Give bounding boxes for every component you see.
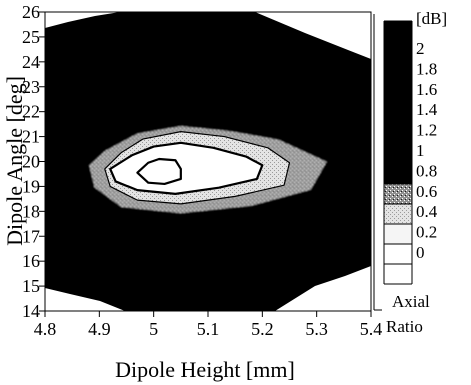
colorbar-title-axial: Axial — [392, 292, 430, 311]
y-tick-label: 25 — [22, 27, 40, 47]
bottom-right-white-corner — [275, 266, 371, 311]
y-tick-label: 18 — [22, 201, 40, 221]
contour-layer — [87, 124, 329, 215]
colorbar-label: 0.8 — [416, 161, 437, 180]
y-tick-label: 22 — [22, 102, 40, 122]
y-tick-label: 23 — [22, 77, 40, 97]
colorbar-swatch-0 — [384, 264, 412, 284]
y-tick-label: 24 — [22, 52, 40, 72]
y-tick-label: 14 — [22, 301, 40, 321]
colorbar-label: 0 — [416, 243, 425, 262]
y-tick-label: 26 — [22, 2, 40, 22]
plot-area — [45, 12, 371, 311]
x-tick-labels: 4.8 4.9 5 5.1 5.2 5.3 5.4 — [34, 319, 383, 339]
y-tick-marks — [39, 11, 45, 312]
x-tick-label: 5.2 — [251, 319, 274, 339]
x-axis: 4.8 4.9 5 5.1 5.2 5.3 5.4 Dipole Height [mm] — [34, 311, 383, 382]
colorbar-label: 1 — [416, 141, 425, 160]
colorbar-border — [373, 14, 382, 311]
contour-region-0_2 — [136, 157, 182, 186]
colorbar-label: 1.4 — [416, 100, 438, 119]
colorbar-swatch-0_6 — [384, 204, 412, 224]
x-tick-label: 4.8 — [34, 319, 57, 339]
colorbar-label: 0.2 — [416, 223, 437, 242]
x-tick-label: 5.1 — [197, 319, 220, 339]
x-tick-label: 5.3 — [305, 319, 328, 339]
colorbar-title-ratio: Ratio — [386, 317, 423, 336]
x-tick-label: 5 — [149, 319, 158, 339]
colorbar-unit: [dB] — [416, 9, 447, 28]
colorbar: [dB] 21.8 1.61.4 1.210.8 0.60.4 0.20 Axial R… — [373, 9, 447, 336]
colorbar-top-black — [384, 21, 412, 184]
y-tick-label: 16 — [22, 251, 40, 271]
x-tick-label: 4.9 — [88, 319, 111, 339]
colorbar-label: 1.8 — [416, 59, 437, 78]
colorbar-label: 1.2 — [416, 121, 437, 140]
colorbar-label: 0.4 — [416, 202, 438, 221]
top-right-white-corner — [255, 12, 371, 59]
colorbar-label: 0.6 — [416, 182, 437, 201]
y-tick-label: 15 — [22, 276, 40, 296]
y-tick-label: 17 — [22, 226, 40, 246]
y-tick-labels: 14 15 16 17 18 19 20 21 22 23 24 25 26 — [22, 2, 40, 321]
colorbar-swatch-0_8 — [384, 184, 412, 204]
colorbar-label: 1.6 — [416, 80, 437, 99]
x-tick-marks — [44, 311, 372, 317]
y-tick-label: 19 — [22, 176, 40, 196]
y-tick-label: 21 — [22, 127, 40, 147]
y-axis: 14 15 16 17 18 19 20 21 22 23 24 25 26 Dipole Angle … — [2, 2, 45, 321]
colorbar-label: 2 — [416, 39, 425, 58]
x-axis-label: Dipole Height [mm] — [115, 357, 295, 382]
bottom-left-white-corner — [45, 288, 125, 311]
colorbar-swatch-0_2 — [384, 244, 412, 264]
y-axis-label: Dipole Angle [deg] — [2, 76, 27, 246]
colorbar-swatch-0_4 — [384, 224, 412, 244]
colorbar-labels: 21.8 1.61.4 1.210.8 0.60.4 0.20 — [416, 39, 438, 262]
top-left-white-corner — [45, 12, 120, 28]
x-tick-label: 5.4 — [360, 319, 383, 339]
y-tick-label: 20 — [22, 152, 40, 172]
